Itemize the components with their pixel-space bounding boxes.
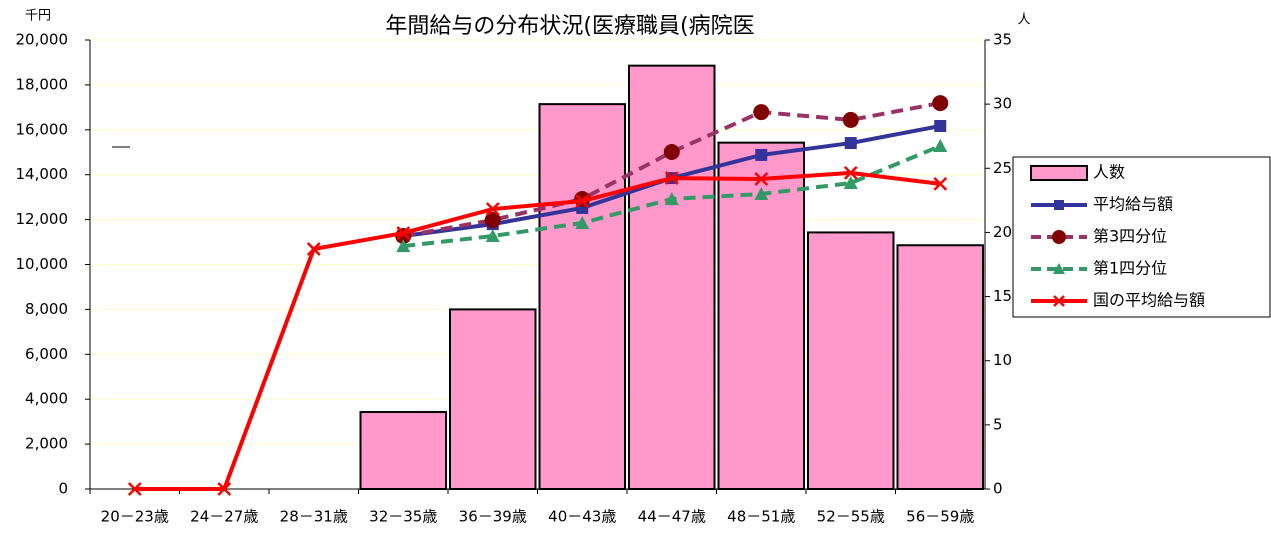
legend-label: 平均給与額: [1093, 195, 1173, 214]
legend-label: 国の平均給与額: [1093, 291, 1205, 310]
y-tick-label: 12,000: [16, 210, 69, 228]
y2-tick-label: 0: [993, 480, 1003, 498]
y-tick-label: 8,000: [25, 300, 68, 318]
marker: [127, 482, 142, 496]
legend-marker: [1053, 263, 1065, 274]
y-tick-label: 0: [58, 480, 68, 498]
y-tick-label: 10,000: [16, 255, 69, 273]
bar: [449, 308, 537, 490]
y-tick-label: 20,000: [16, 31, 69, 49]
x-tick-label: 52－55歳: [817, 508, 885, 526]
marker: [484, 212, 501, 229]
marker: [485, 202, 500, 216]
y-tick-label: 16,000: [16, 120, 69, 138]
marker: [932, 95, 949, 112]
marker: [753, 104, 770, 121]
y2-tick-label: 35: [993, 31, 1012, 49]
y-tick-label: 14,000: [16, 165, 69, 183]
legend-marker: [1053, 295, 1065, 307]
line: [134, 170, 941, 491]
marker: [575, 194, 590, 208]
y-tick-label: 18,000: [16, 75, 69, 93]
marker: [664, 191, 679, 205]
marker: [754, 172, 769, 186]
chart-title: 年間給与の分布状況(医療職員(病院医: [385, 14, 754, 39]
x-tick-label: 20－23歳: [101, 508, 169, 526]
x-tick-label: 36－39歳: [459, 508, 527, 526]
y2-axis-unit: 人: [1017, 13, 1030, 28]
marker: [306, 242, 321, 256]
x-tick-label: 24－27歳: [190, 508, 258, 526]
marker: [843, 176, 858, 190]
marker: [664, 171, 679, 185]
x-tick-label: 44－47歳: [638, 508, 706, 526]
y2-tick-label: 10: [993, 351, 1012, 369]
bar: [807, 231, 895, 491]
marker: [755, 148, 768, 161]
x-tick-label: 40－43歳: [548, 508, 616, 526]
legend-label: 第1四分位: [1093, 259, 1167, 278]
legend-marker: [1052, 230, 1066, 244]
legend-marker: [1054, 200, 1064, 210]
y-tick-label: 6,000: [25, 345, 68, 363]
marker: [575, 215, 590, 229]
marker: [396, 226, 411, 240]
legend-label: 第3四分位: [1093, 227, 1167, 246]
y2-tick-label: 20: [993, 223, 1012, 241]
marker: [485, 228, 500, 242]
bar: [896, 244, 984, 490]
x-tick-label: 48－51歳: [727, 508, 795, 526]
legend-label: 人数: [1093, 163, 1125, 182]
marker: [754, 187, 769, 201]
marker: [217, 482, 232, 496]
y-tick-label: 4,000: [25, 390, 68, 408]
y2-tick-label: 25: [993, 159, 1012, 177]
bar: [717, 141, 805, 490]
y2-tick-label: 5: [993, 415, 1003, 433]
marker: [663, 144, 680, 161]
marker: [842, 111, 859, 128]
bar: [628, 64, 716, 491]
bar: [359, 411, 447, 490]
y-tick-label: 2,000: [25, 435, 68, 453]
x-tick-label: 32－35歳: [369, 508, 437, 526]
marker: [933, 177, 948, 191]
y-axis-unit: 千円: [25, 9, 51, 24]
marker: [934, 119, 947, 132]
x-tick-label: 56－59歳: [906, 508, 974, 526]
bar: [538, 103, 626, 491]
marker: [843, 166, 858, 180]
marker: [396, 239, 411, 253]
y2-tick-label: 15: [993, 287, 1012, 305]
legend-swatch: [1030, 165, 1088, 181]
y2-tick-label: 30: [993, 95, 1012, 113]
marker: [933, 138, 948, 152]
x-tick-label: 28－31歳: [280, 508, 348, 526]
marker: [844, 137, 857, 150]
